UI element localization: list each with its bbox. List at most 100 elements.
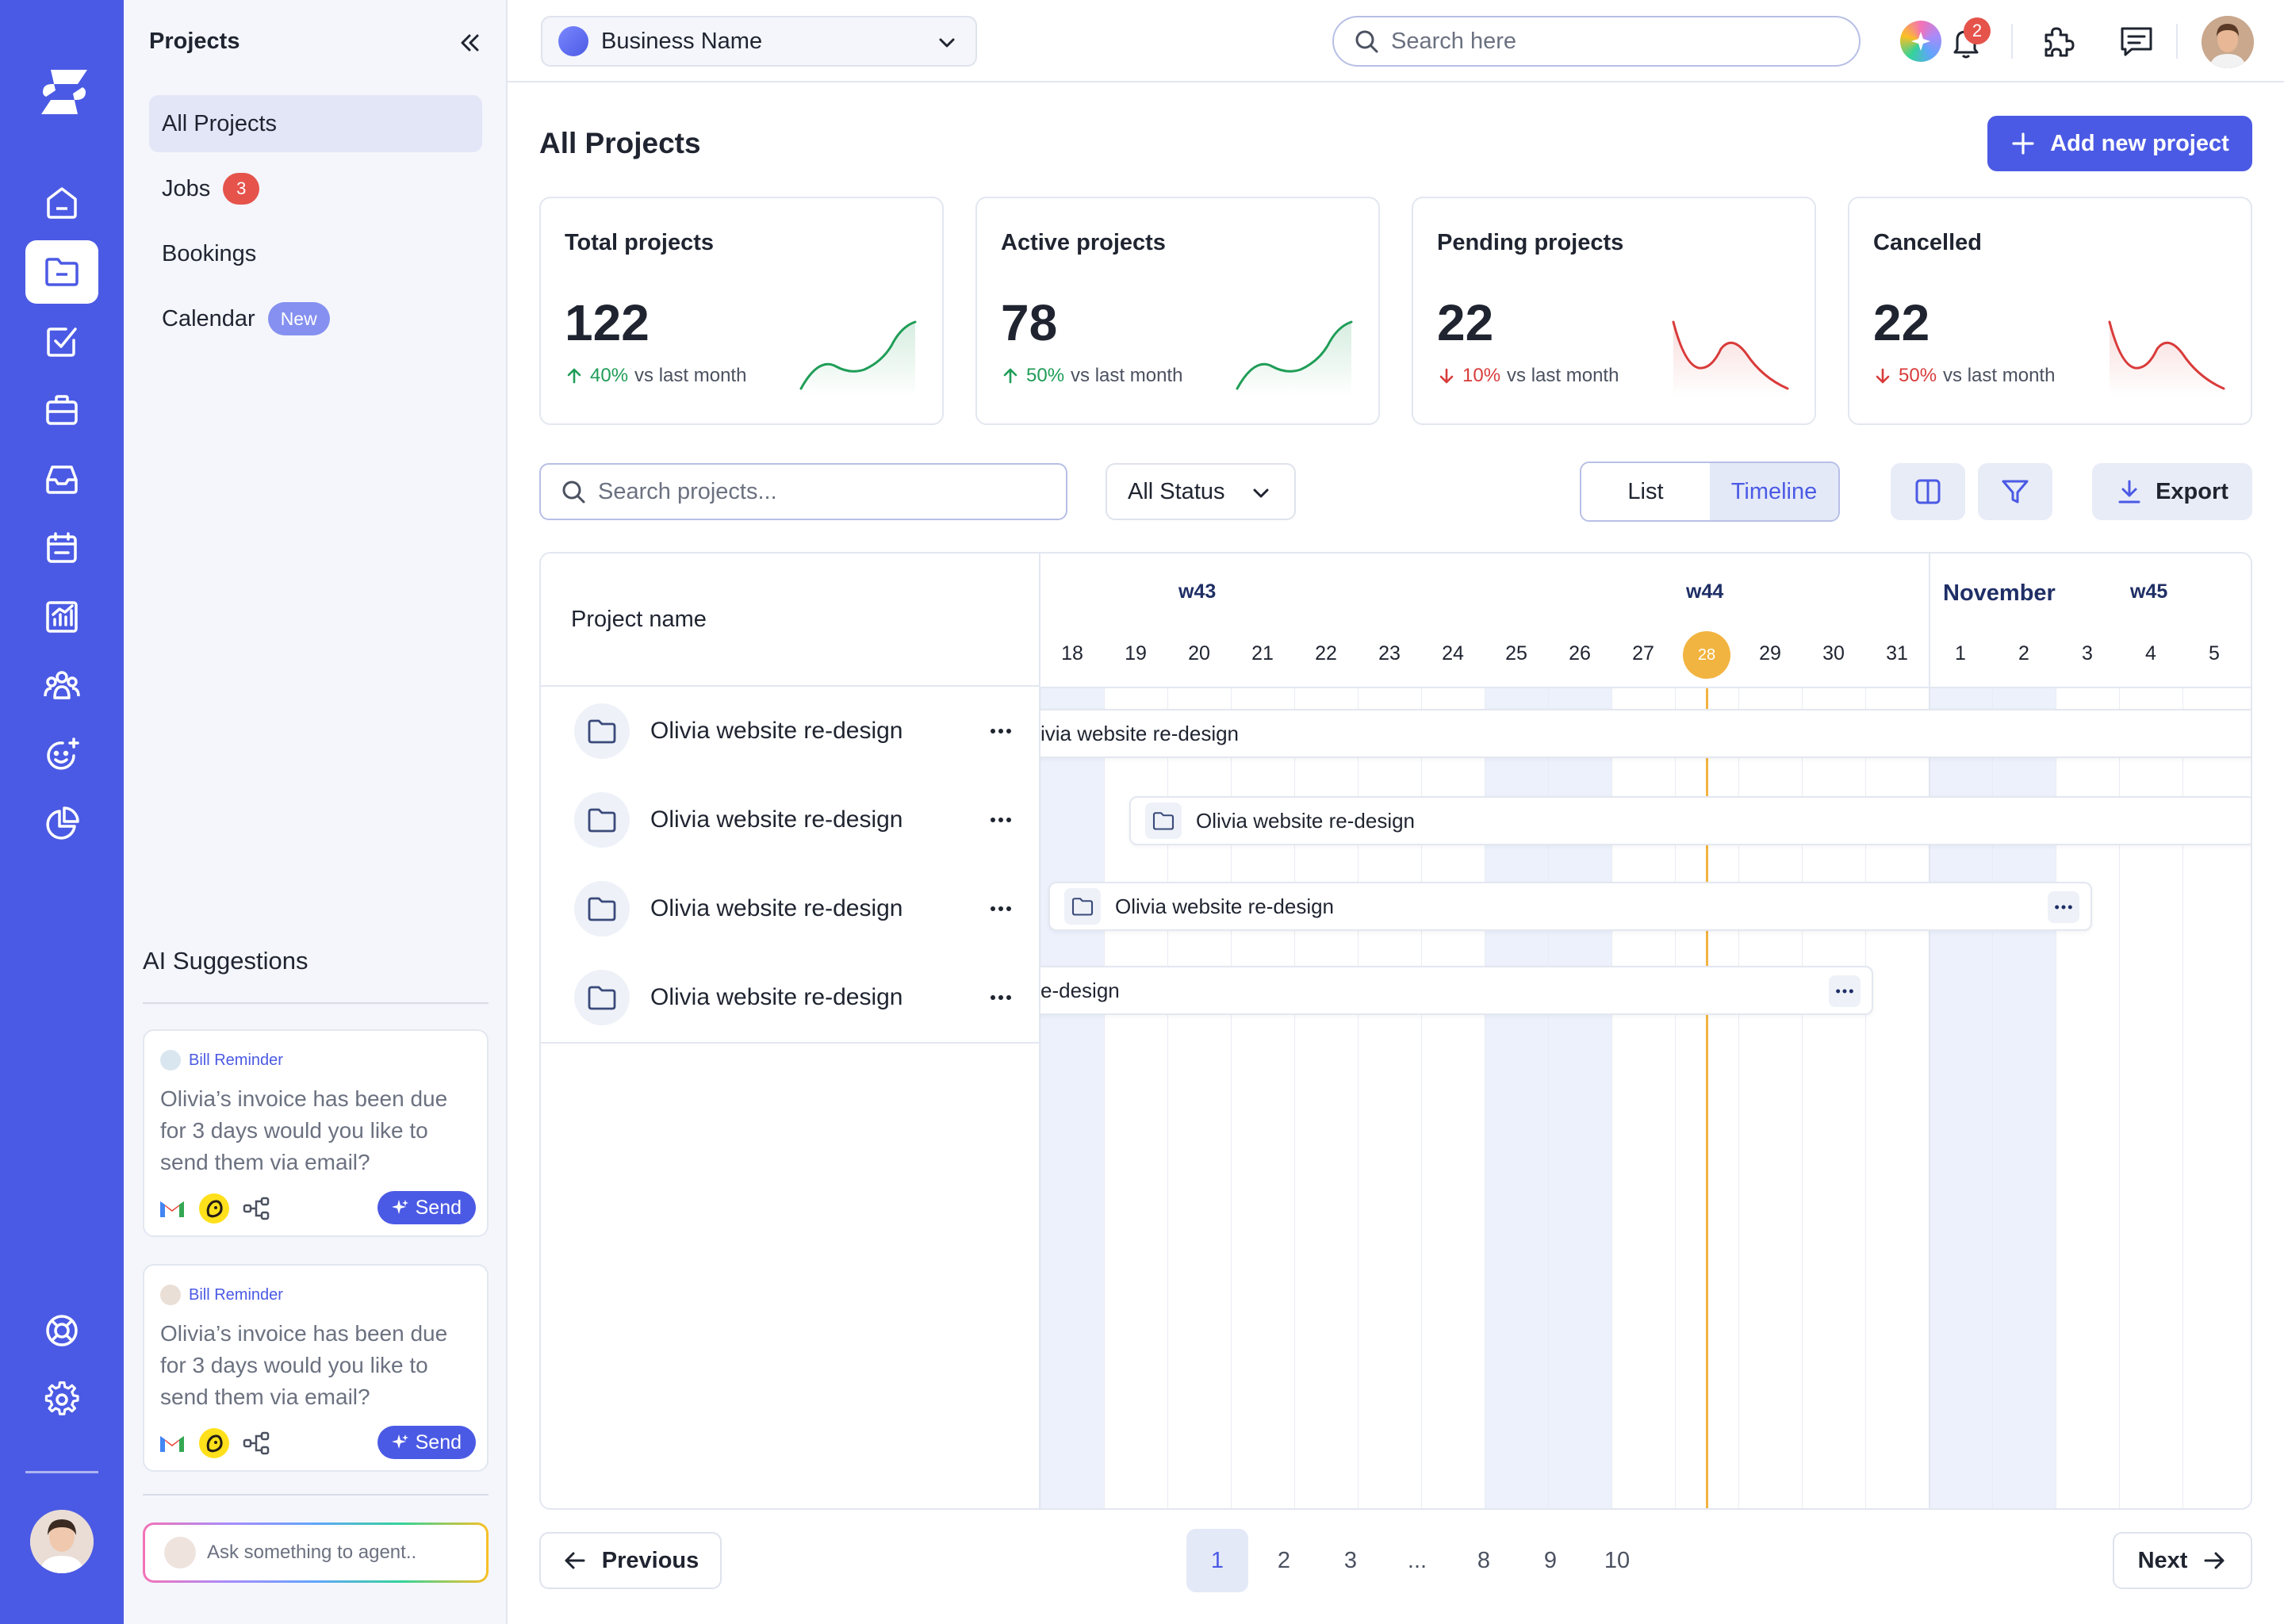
project-search-input[interactable]: Search projects... xyxy=(539,463,1067,520)
timeline-bar[interactable]: Olivia website re-design xyxy=(1048,882,2092,931)
project-row[interactable]: Olivia website re-design xyxy=(541,953,1039,1042)
tab-timeline[interactable]: Timeline xyxy=(1710,463,1838,520)
arrow-down-icon xyxy=(1876,368,1890,384)
mailchimp-icon[interactable] xyxy=(198,1427,230,1459)
workflow-icon[interactable] xyxy=(243,1431,270,1455)
nav-calendar[interactable] xyxy=(25,516,98,580)
timeline-day-column xyxy=(2119,687,2182,1508)
global-search-input[interactable]: Search here xyxy=(1332,16,1861,67)
support-icon xyxy=(46,1315,78,1346)
sidebar-item-jobs[interactable]: Jobs 3 xyxy=(149,160,482,217)
sparkline-chart xyxy=(799,320,917,396)
previous-page-button[interactable]: Previous xyxy=(539,1532,722,1589)
business-selector[interactable]: Business Name xyxy=(541,16,977,67)
timeline-day-label: 2 xyxy=(2018,642,2029,665)
today-line xyxy=(1706,687,1708,1508)
tab-list[interactable]: List xyxy=(1581,463,1710,520)
puzzle-icon[interactable] xyxy=(2038,21,2079,62)
workflow-icon[interactable] xyxy=(243,1197,270,1220)
arrow-left-icon xyxy=(565,1552,585,1569)
timeline-day-column xyxy=(1802,687,1865,1508)
timeline-day-label: 30 xyxy=(1822,642,1845,665)
columns-icon xyxy=(1915,479,1941,504)
filter-button[interactable] xyxy=(1978,463,2052,520)
more-options-icon[interactable] xyxy=(987,983,1015,1012)
nav-analytics[interactable] xyxy=(25,792,98,856)
ai-assistant-button[interactable] xyxy=(1900,21,1941,62)
sidebar-item-label: Calendar xyxy=(162,305,255,331)
stat-percent: 50% xyxy=(1899,365,1937,386)
agent-avatar xyxy=(164,1537,196,1568)
folder-icon xyxy=(45,258,79,286)
folder-icon xyxy=(574,703,630,759)
page-number[interactable]: 1 xyxy=(1186,1529,1248,1592)
nav-home[interactable] xyxy=(25,171,98,235)
more-options-icon[interactable] xyxy=(2048,891,2079,923)
nav-settings[interactable] xyxy=(25,1368,98,1431)
gmail-icon[interactable] xyxy=(159,1433,186,1454)
mailchimp-icon[interactable] xyxy=(198,1193,230,1224)
timeline-bar[interactable]: e-design xyxy=(1025,966,1873,1015)
stat-label: Total projects xyxy=(565,230,714,255)
folder-icon xyxy=(574,881,630,936)
next-page-button[interactable]: Next xyxy=(2113,1532,2252,1589)
page-number[interactable]: 2 xyxy=(1277,1547,1291,1573)
project-row[interactable]: Olivia website re-design xyxy=(541,687,1039,776)
add-project-button[interactable]: Add new project xyxy=(1987,116,2252,171)
page-number[interactable]: 3 xyxy=(1343,1547,1358,1573)
sidebar-item-all-projects[interactable]: All Projects xyxy=(149,95,482,152)
week-label: w44 xyxy=(1686,580,1724,603)
search-icon xyxy=(562,481,585,504)
timeline-day-column xyxy=(1421,687,1485,1508)
status-filter-select[interactable]: All Status xyxy=(1106,463,1296,520)
chat-icon[interactable] xyxy=(2116,21,2157,62)
project-row[interactable]: Olivia website re-design xyxy=(541,776,1039,864)
more-options-icon[interactable] xyxy=(987,806,1015,834)
page-number[interactable]: 8 xyxy=(1477,1547,1491,1573)
rows-divider xyxy=(541,1042,1039,1044)
ai-divider xyxy=(143,1002,489,1004)
stat-value: 22 xyxy=(1873,294,1930,351)
stat-delta: 10% vs last month xyxy=(1437,365,1619,387)
timeline-day-column xyxy=(1231,687,1294,1508)
send-button[interactable]: Send xyxy=(377,1426,476,1459)
today-marker[interactable]: 28 xyxy=(1683,631,1730,679)
project-name: Olivia website re-design xyxy=(650,718,903,744)
page-number[interactable]: 9 xyxy=(1543,1547,1558,1573)
more-options-icon[interactable] xyxy=(987,717,1015,745)
profile-avatar[interactable] xyxy=(2202,16,2254,68)
nav-tasks[interactable] xyxy=(25,309,98,373)
logo-icon[interactable] xyxy=(36,63,92,121)
export-button[interactable]: Export xyxy=(2092,463,2252,520)
folder-icon xyxy=(1145,802,1182,839)
nav-team[interactable] xyxy=(25,654,98,718)
agent-input[interactable]: Ask something to agent.. xyxy=(143,1522,489,1583)
timeline-bar[interactable]: Olivia website re-design xyxy=(1129,796,2251,845)
more-options-icon[interactable] xyxy=(987,894,1015,923)
gmail-icon[interactable] xyxy=(159,1198,186,1219)
nav-jobs[interactable] xyxy=(25,378,98,442)
columns-button[interactable] xyxy=(1891,463,1965,520)
send-button[interactable]: Send xyxy=(377,1191,476,1224)
stat-percent: 50% xyxy=(1026,365,1065,386)
sidebar-item-bookings[interactable]: Bookings xyxy=(149,225,482,282)
sidebar-item-calendar[interactable]: Calendar New xyxy=(149,290,482,347)
project-name-header: Project name xyxy=(541,553,1039,687)
nav-inbox[interactable] xyxy=(25,447,98,511)
timeline-day-column xyxy=(1738,687,1802,1508)
nav-projects[interactable] xyxy=(25,240,98,304)
stat-value: 122 xyxy=(565,294,650,351)
nav-support[interactable] xyxy=(25,1299,98,1362)
nav-reports[interactable] xyxy=(25,585,98,649)
project-row[interactable]: Olivia website re-design xyxy=(541,864,1039,953)
arrow-up-icon xyxy=(1003,368,1017,384)
more-options-icon[interactable] xyxy=(1829,975,1861,1007)
nav-ai[interactable] xyxy=(25,723,98,787)
collapse-icon[interactable] xyxy=(455,29,484,57)
user-avatar[interactable] xyxy=(30,1510,94,1573)
stat-label: Active projects xyxy=(1001,230,1166,255)
stat-delta: 50% vs last month xyxy=(1001,365,1182,387)
page-number[interactable]: 10 xyxy=(1604,1547,1631,1573)
timeline-bar[interactable]: ivia website re-design xyxy=(1025,709,2251,758)
ai-suggestions-title: AI Suggestions xyxy=(143,947,308,975)
